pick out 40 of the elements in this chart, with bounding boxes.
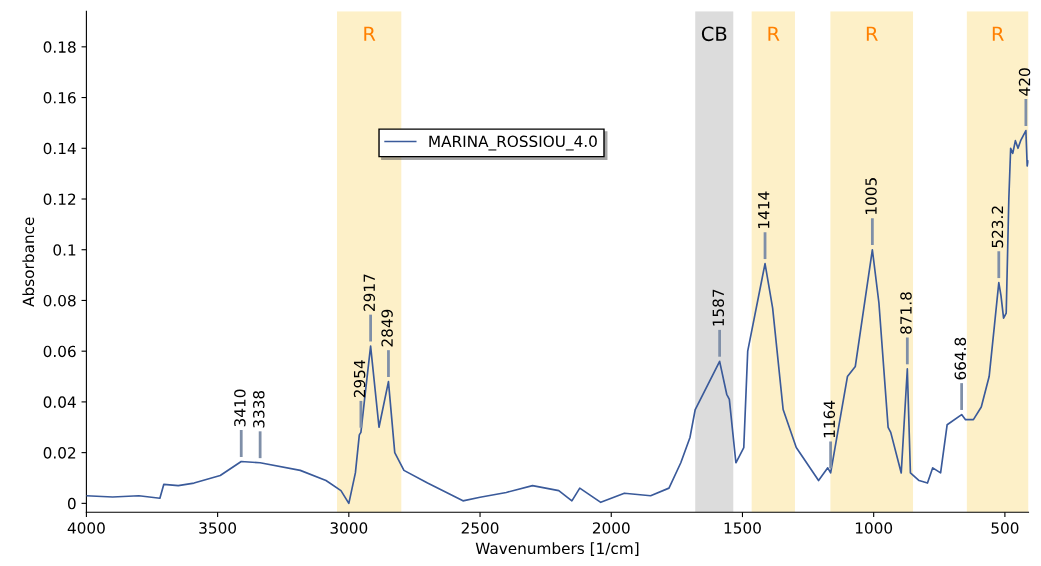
y-tick-label: 0.14 [43,142,76,155]
annotation: 3410 [234,389,246,427]
y-tick-label: 0.12 [43,193,76,206]
x-axis-title: Wavenumbers [1/cm] [475,542,639,556]
band-label: R [768,26,780,41]
y-tick-label: 0.06 [43,345,76,358]
y-tick-label: 0.18 [43,41,76,53]
band-label: R [866,26,878,41]
y-tick-label: 0.08 [43,294,76,307]
band-label: R [364,26,376,41]
y-tick-label: 0 [67,497,76,510]
legend-label: MARINA_ROSSIOU_4.0 [429,135,597,151]
annotation: 1414 [758,191,770,228]
y-axis-title: Absorbance [22,217,35,307]
annotation: 420 [1018,68,1031,96]
y-tick-label: 0.16 [43,92,76,104]
annotation: 2849 [381,309,393,347]
x-tick-label: 3500 [199,522,237,534]
annotation: 1005 [865,178,877,214]
annotation: 1587 [712,289,725,326]
annotation: 1164 [823,400,836,438]
line-series [86,129,1029,505]
y-tick-label: 0.04 [43,396,76,408]
x-tick-label: 1000 [855,522,893,534]
annotation: 2954 [353,360,366,398]
x-tick-label: 2500 [461,522,499,534]
band-label: CB [701,26,727,42]
annotation: 871.8 [900,292,912,334]
annotation: 664.8 [954,337,967,380]
x-tick-label: 3000 [330,522,368,534]
x-tick-label: 1500 [724,522,761,534]
x-tick-label: 4000 [67,522,105,534]
annotation: 3338 [253,390,265,428]
x-tick-label: 500 [991,522,1019,534]
x-tick-label: 2000 [592,522,630,534]
y-tick-label: 0.02 [43,447,76,459]
annotation: 2917 [363,274,376,311]
band-label: R [992,26,1004,41]
annotation: 523.2 [991,206,1004,248]
y-tick-label: 0.1 [53,244,76,256]
